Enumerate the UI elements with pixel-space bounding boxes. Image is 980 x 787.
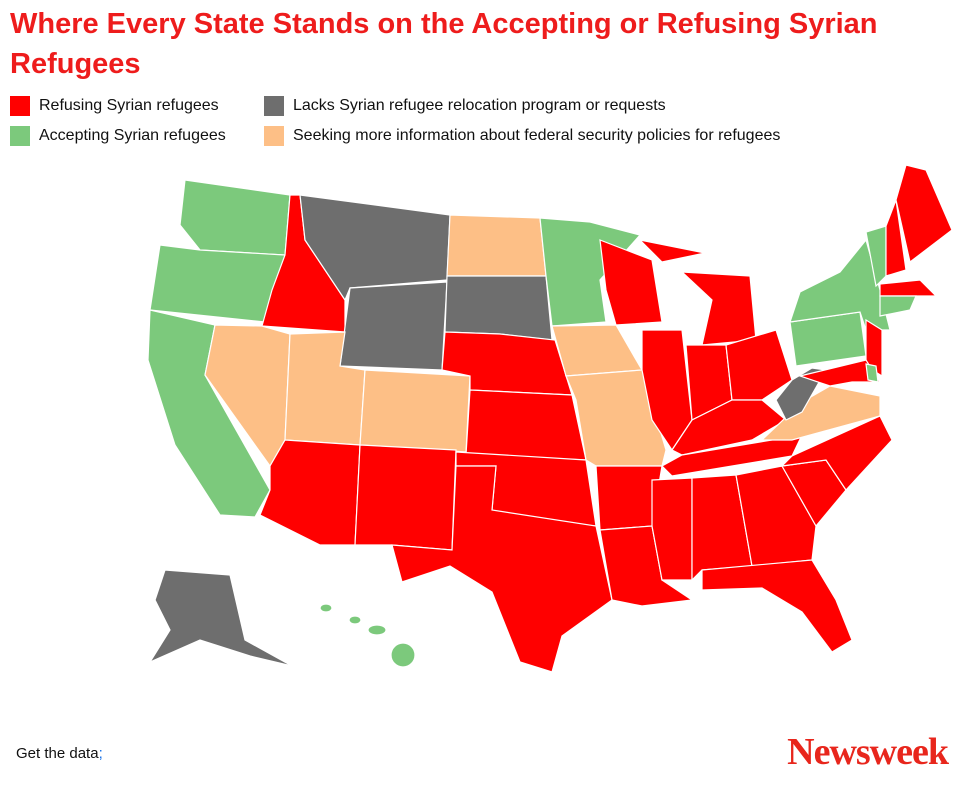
state [701, 559, 853, 653]
swatch [264, 96, 284, 116]
state [599, 239, 663, 326]
state [391, 465, 613, 673]
footer-text: Get the data [16, 745, 99, 762]
state [359, 369, 471, 453]
legend-label: Accepting Syrian refugees [39, 127, 226, 144]
state [680, 271, 757, 346]
state [879, 295, 917, 317]
state [446, 214, 547, 277]
state [895, 164, 953, 264]
legend-item: Refusing Syrian refugees [10, 96, 219, 116]
state [444, 275, 553, 341]
legend-label: Lacks Syrian refugee relocation program … [293, 97, 666, 114]
state [879, 279, 938, 297]
state [367, 624, 387, 636]
state [865, 363, 879, 383]
state [348, 615, 362, 625]
legend-item: Seeking more information about federal s… [264, 126, 780, 146]
state [865, 318, 883, 378]
swatch [10, 126, 30, 146]
state [661, 434, 804, 477]
state [354, 444, 457, 551]
state [539, 217, 642, 327]
state [149, 244, 286, 323]
legend-label: Refusing Syrian refugees [39, 97, 219, 114]
legend-item: Lacks Syrian refugee relocation program … [264, 96, 666, 116]
state [319, 603, 333, 613]
data-link[interactable]: ; [98, 745, 103, 762]
state [885, 197, 907, 277]
swatch [10, 96, 30, 116]
us-map [147, 164, 953, 673]
state [179, 179, 291, 256]
legend-item: Accepting Syrian refugees [10, 126, 226, 146]
footer: Get the data; [16, 745, 103, 762]
brand-logo: Newsweek [787, 731, 949, 773]
state [551, 324, 643, 377]
state [148, 569, 293, 667]
legend-label: Seeking more information about federal s… [293, 127, 781, 144]
swatch [264, 126, 284, 146]
state [638, 239, 706, 263]
title: Where Every State Stands on the Acceptin… [10, 8, 878, 80]
state [465, 389, 587, 461]
state [725, 329, 793, 401]
state [339, 281, 448, 371]
state [797, 359, 882, 387]
state [651, 477, 693, 581]
state [390, 642, 416, 668]
